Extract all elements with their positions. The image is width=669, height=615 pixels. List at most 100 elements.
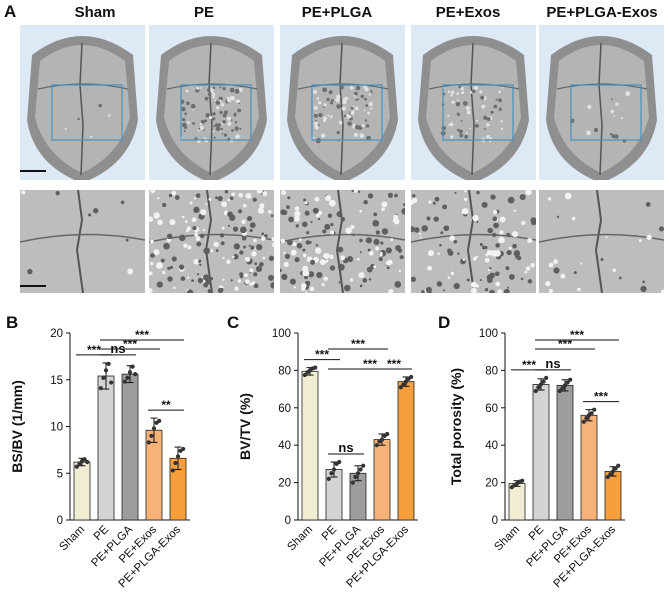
data-point bbox=[181, 446, 186, 452]
data-point bbox=[302, 372, 307, 378]
skull-zoom-image bbox=[539, 190, 664, 293]
scale-bar-overview bbox=[20, 170, 46, 172]
bar bbox=[373, 439, 391, 521]
bar bbox=[97, 375, 115, 521]
data-point bbox=[85, 459, 90, 465]
data-point bbox=[557, 388, 562, 394]
data-point bbox=[361, 463, 366, 468]
y-tick-label: 60 bbox=[485, 403, 498, 415]
data-point bbox=[125, 375, 130, 380]
group-title-pe-plga-exos: PE+PLGA-Exos bbox=[546, 4, 658, 21]
bar bbox=[121, 373, 139, 521]
group-title-sham: Sham bbox=[74, 4, 116, 21]
data-point bbox=[401, 382, 406, 387]
data-point bbox=[589, 411, 594, 416]
data-point bbox=[74, 464, 79, 469]
data-point bbox=[77, 461, 82, 466]
data-point bbox=[146, 440, 151, 445]
y-tick-label: 80 bbox=[485, 365, 498, 377]
skull-zoom-image bbox=[149, 190, 274, 293]
panel-label: D bbox=[438, 313, 450, 332]
data-point bbox=[106, 361, 111, 366]
y-tick-label: 0 bbox=[492, 515, 498, 527]
skull-zoom-image bbox=[280, 190, 405, 293]
group-title-pe-exos: PE+Exos bbox=[435, 4, 501, 21]
x-tick-label: PE bbox=[527, 523, 547, 543]
bar bbox=[397, 381, 415, 521]
data-point bbox=[173, 460, 178, 466]
y-tick-label: 10 bbox=[50, 422, 63, 434]
data-point bbox=[541, 379, 546, 384]
x-tick-label: Sham bbox=[492, 524, 522, 554]
data-point bbox=[350, 480, 355, 485]
data-point bbox=[581, 419, 586, 424]
bar bbox=[556, 384, 574, 521]
y-tick-label: 0 bbox=[285, 515, 291, 527]
x-tick-label: Sham bbox=[57, 524, 87, 554]
skull-zoom-image bbox=[411, 190, 536, 293]
data-point bbox=[592, 407, 597, 412]
y-tick-label: 40 bbox=[485, 440, 498, 452]
data-point bbox=[536, 385, 541, 390]
data-point bbox=[616, 463, 621, 468]
data-point bbox=[151, 426, 157, 431]
group-title-pe: PE bbox=[193, 4, 214, 21]
x-tick-label: Sham bbox=[285, 524, 315, 554]
y-tick-label: 15 bbox=[50, 375, 63, 387]
data-point bbox=[337, 459, 342, 465]
data-point bbox=[353, 474, 358, 480]
significance-label: ns bbox=[545, 356, 560, 371]
skull-overview-image bbox=[20, 25, 145, 180]
significance-label: *** bbox=[387, 357, 401, 371]
data-point bbox=[82, 457, 87, 462]
significance-label: *** bbox=[351, 337, 365, 351]
data-point bbox=[379, 437, 385, 442]
x-tick-label: PE bbox=[320, 523, 340, 543]
data-point bbox=[608, 472, 613, 477]
significance-label: ** bbox=[161, 398, 171, 412]
panel-label-a: A bbox=[4, 2, 17, 21]
scale-bar-zoom bbox=[20, 285, 46, 287]
y-axis-label: BV/TV (%) bbox=[237, 393, 253, 460]
skull-overview-image bbox=[539, 25, 664, 180]
significance-label: *** bbox=[315, 348, 329, 362]
data-point bbox=[544, 375, 549, 380]
y-tick-label: 80 bbox=[278, 365, 291, 377]
panel-label: C bbox=[227, 313, 239, 332]
data-point bbox=[520, 478, 525, 483]
data-point bbox=[127, 370, 133, 375]
x-tick-label: PE bbox=[92, 523, 112, 543]
y-axis-label: BS/BV (1/mm) bbox=[9, 380, 25, 473]
significance-label: *** bbox=[522, 358, 536, 372]
y-tick-label: 5 bbox=[57, 468, 63, 480]
data-point bbox=[133, 372, 138, 377]
bar bbox=[301, 370, 319, 521]
bar bbox=[580, 414, 598, 521]
data-point bbox=[533, 388, 538, 394]
data-point bbox=[385, 431, 390, 437]
data-point bbox=[103, 368, 109, 373]
data-point bbox=[584, 415, 589, 421]
significance-label: *** bbox=[87, 343, 101, 357]
data-point bbox=[109, 380, 114, 385]
bar bbox=[73, 461, 91, 521]
significance-label: *** bbox=[363, 357, 377, 371]
data-point bbox=[130, 364, 135, 369]
data-point bbox=[562, 383, 568, 388]
y-tick-label: 20 bbox=[50, 328, 63, 340]
y-tick-label: 0 bbox=[57, 515, 63, 527]
skull-zoom-image bbox=[20, 190, 145, 293]
y-tick-label: 20 bbox=[485, 478, 498, 490]
data-point bbox=[157, 418, 162, 423]
y-tick-label: 100 bbox=[272, 328, 291, 340]
skull-overview-image bbox=[280, 25, 405, 180]
data-point bbox=[568, 377, 573, 382]
data-point bbox=[329, 471, 334, 476]
significance-label: *** bbox=[594, 390, 608, 404]
data-point bbox=[358, 467, 363, 472]
data-point bbox=[355, 471, 361, 476]
data-point bbox=[613, 466, 618, 471]
significance-label: ns bbox=[338, 440, 353, 455]
data-point bbox=[98, 386, 103, 391]
